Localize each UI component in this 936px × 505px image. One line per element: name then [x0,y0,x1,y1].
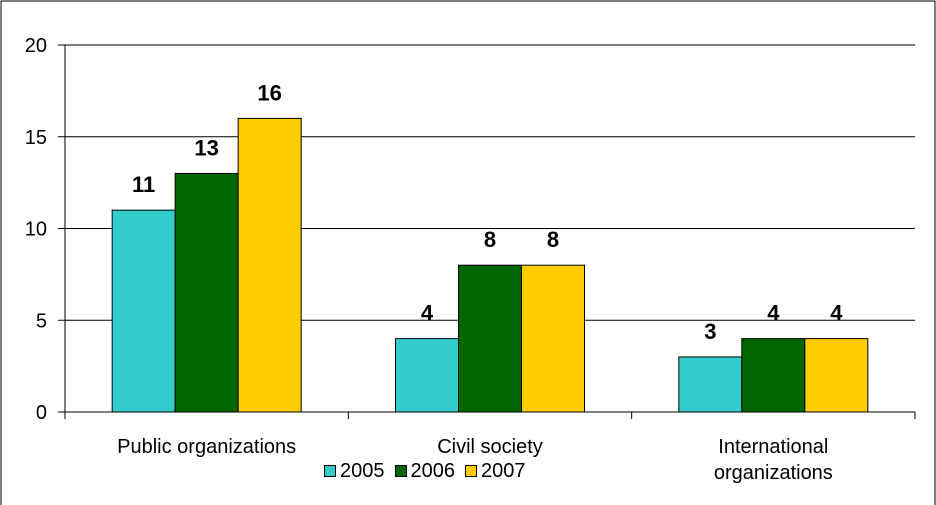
legend-item: 2005 [324,460,385,483]
legend: 2005 2006 2007 [318,457,538,485]
y-tick-label: 20 [25,35,47,57]
legend-item: 2006 [394,459,456,483]
legend-swatch [394,465,407,477]
legend-swatch [324,465,336,477]
bar [174,172,239,413]
bar [395,338,459,413]
legend-swatch [465,465,477,477]
bar [741,338,806,413]
y-tick-label: 5 [36,310,47,332]
data-label: 8 [484,227,496,252]
legend-label: 2007 [481,459,526,482]
x-tick-label: International organizations [713,436,833,484]
bar [111,209,176,413]
data-label: 3 [704,319,716,344]
data-label: 13 [194,135,218,160]
legend-label: 2005 [340,459,385,482]
bar [678,356,743,413]
data-label: 16 [257,80,281,105]
bar [521,264,585,413]
data-label: 8 [547,227,559,252]
data-label: 4 [830,301,843,326]
legend-label: 2006 [410,459,456,482]
bar [237,117,302,413]
data-label: 4 [421,301,434,326]
bar [804,338,869,413]
y-tick-label: 15 [25,127,47,149]
y-tick-label: 0 [36,402,47,424]
data-label: 11 [132,172,155,197]
y-tick-label: 10 [25,219,47,241]
x-tick-label: Civil society [437,436,543,458]
legend-item: 2007 [465,460,526,483]
data-label: 4 [767,301,780,326]
bar [458,264,522,413]
x-tick-label: Public organizations [117,436,297,458]
